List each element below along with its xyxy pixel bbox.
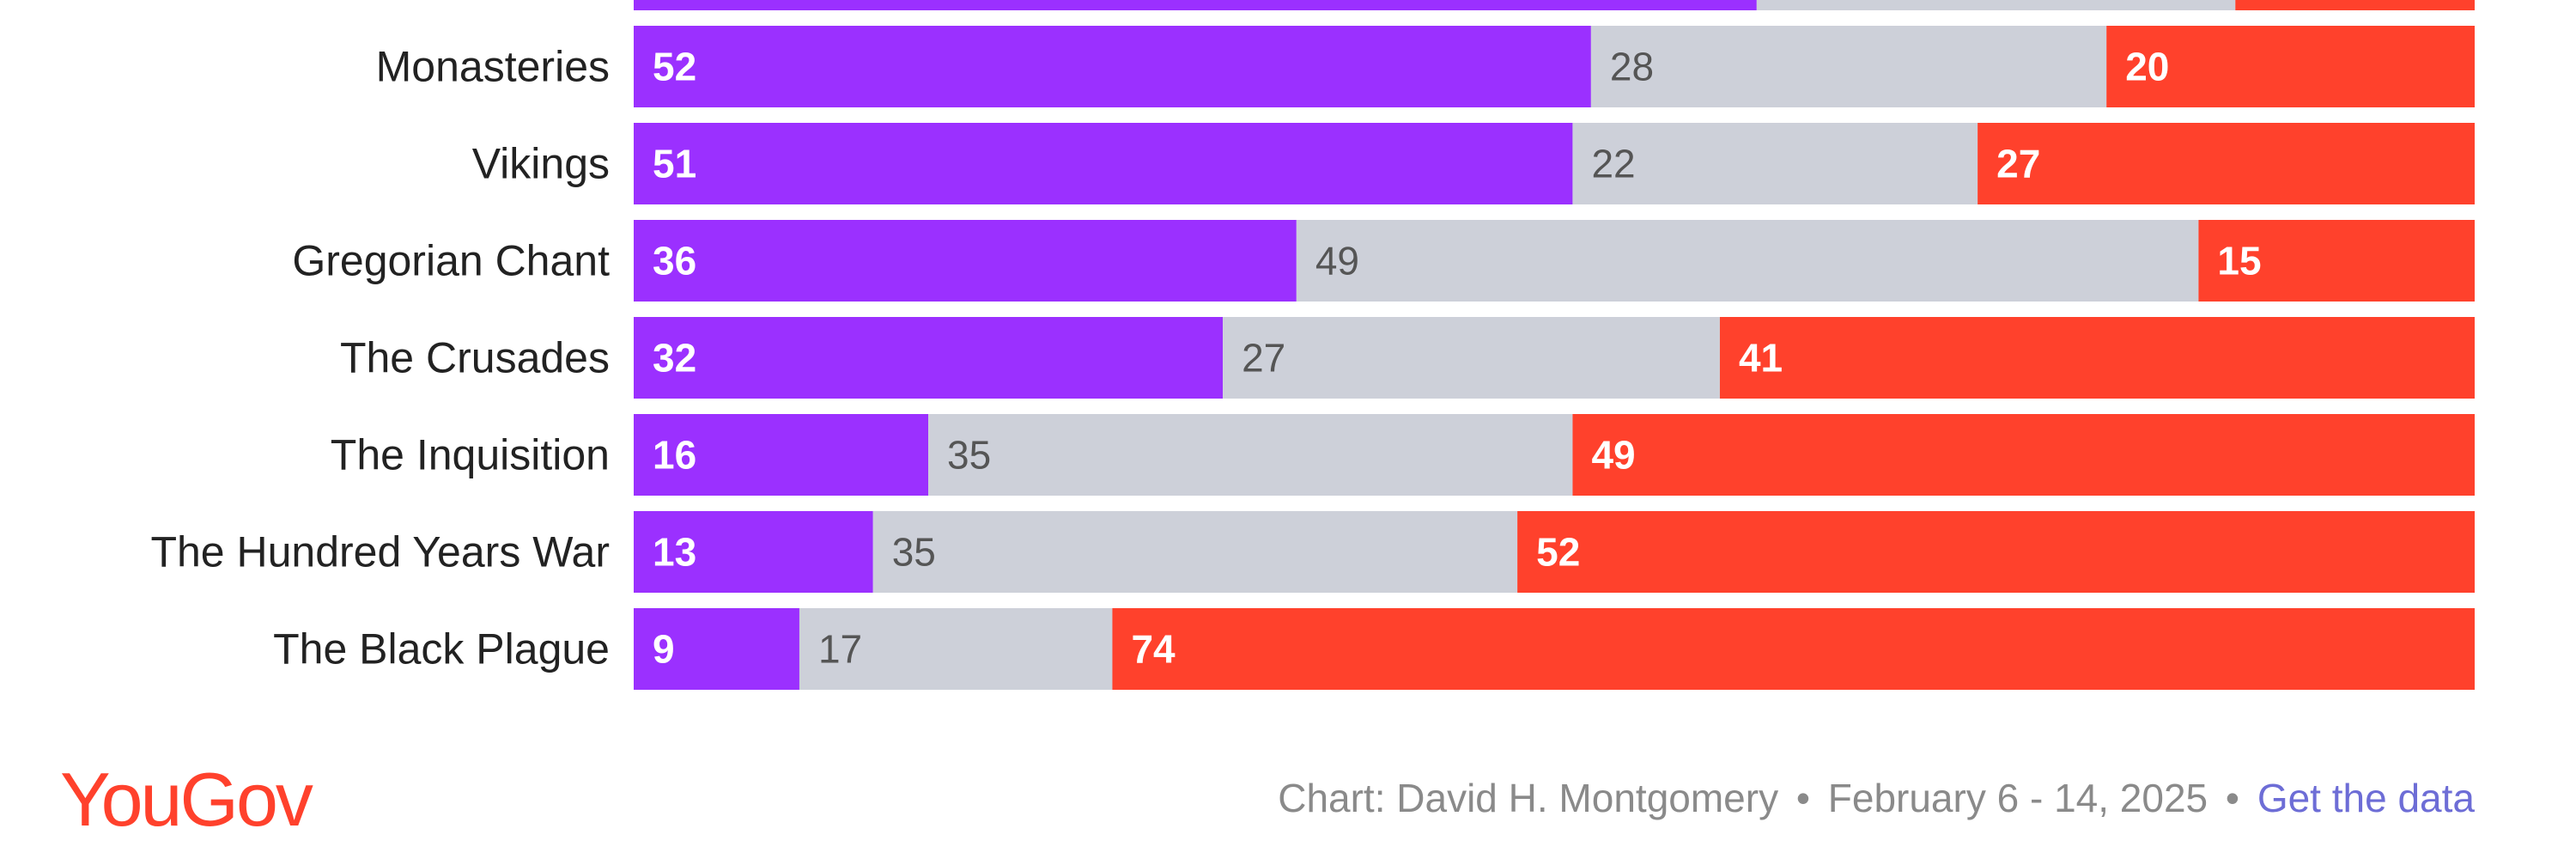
bar-segment-left: [634, 414, 929, 496]
value-label: 74: [1131, 627, 1176, 672]
value-label: 52: [1536, 530, 1580, 575]
bar-segment-left: [634, 317, 1224, 399]
value-label: 28: [1610, 45, 1654, 89]
bar-segment-right: [2235, 0, 2475, 10]
bar-segment-right: [2106, 26, 2475, 107]
bar-segment-left: [634, 220, 1297, 302]
bar-segment-right: [1719, 317, 2475, 399]
chart-footer: YouGov Chart: David H. Montgomery • Febr…: [0, 756, 2576, 859]
bar-segment-middle: [1223, 317, 1720, 399]
yougov-logo: YouGov: [60, 757, 313, 842]
bar-segment-right: [1517, 511, 2475, 593]
value-label: 27: [1242, 336, 1285, 381]
category-label: The Black Plague: [273, 625, 610, 673]
credit-separator-2: •: [2225, 776, 2240, 820]
bar-segment-left: [634, 26, 1591, 107]
bar-segment-middle: [872, 511, 1518, 593]
category-label: Vikings: [472, 140, 610, 188]
stacked-bar-chart: Monasteries 52 28 20 Vikings 51 22 27 Gregorian …: [150, 0, 2475, 690]
bar-segment-left: [634, 608, 799, 690]
value-label: 36: [653, 239, 696, 283]
credit-dates: February 6 - 14, 2025: [1827, 776, 2208, 820]
get-the-data-link[interactable]: Get the data: [2257, 776, 2475, 820]
bar-segment-middle: [799, 608, 1113, 690]
bar-segment-left: [634, 511, 873, 593]
bar-segment-middle: [1590, 26, 2107, 107]
bar-segment-right: [1572, 414, 2475, 496]
category-label: The Inquisition: [331, 431, 610, 479]
credit-separator-1: •: [1795, 776, 1810, 820]
bar-segment-right: [2198, 220, 2475, 302]
value-label: 22: [1591, 142, 1635, 186]
chart-credit: Chart: David H. Montgomery • February 6 …: [1278, 775, 2475, 821]
category-label: The Crusades: [340, 334, 610, 382]
value-label: 13: [653, 530, 696, 575]
bar-segment-right: [1978, 123, 2475, 204]
bar-segment-left: [634, 123, 1573, 204]
value-label: 52: [653, 45, 696, 89]
value-label: 32: [653, 336, 696, 381]
bar-segment-middle: [1756, 0, 2236, 10]
value-label: 15: [2217, 239, 2261, 283]
bar-segment-right: [1112, 608, 2475, 690]
category-label: Gregorian Chant: [292, 237, 610, 285]
value-label: 9: [653, 627, 675, 672]
bar-segment-middle: [928, 414, 1573, 496]
value-label: 35: [892, 530, 936, 575]
credit-author: Chart: David H. Montgomery: [1278, 776, 1779, 820]
category-label: The Hundred Years War: [150, 528, 610, 576]
value-label: 41: [1739, 336, 1783, 381]
value-label: 20: [2125, 45, 2169, 89]
value-label: 49: [1591, 433, 1635, 478]
bar-segment-middle: [1572, 123, 1978, 204]
value-label: 51: [653, 142, 696, 186]
category-label: Monasteries: [376, 43, 610, 91]
value-label: 27: [1996, 142, 2040, 186]
value-label: 49: [1315, 239, 1359, 283]
value-label: 17: [818, 627, 862, 672]
bar-segment-middle: [1296, 220, 2199, 302]
bar-segment-left: [634, 0, 1757, 10]
value-label: 35: [947, 433, 991, 478]
value-label: 16: [653, 433, 696, 478]
